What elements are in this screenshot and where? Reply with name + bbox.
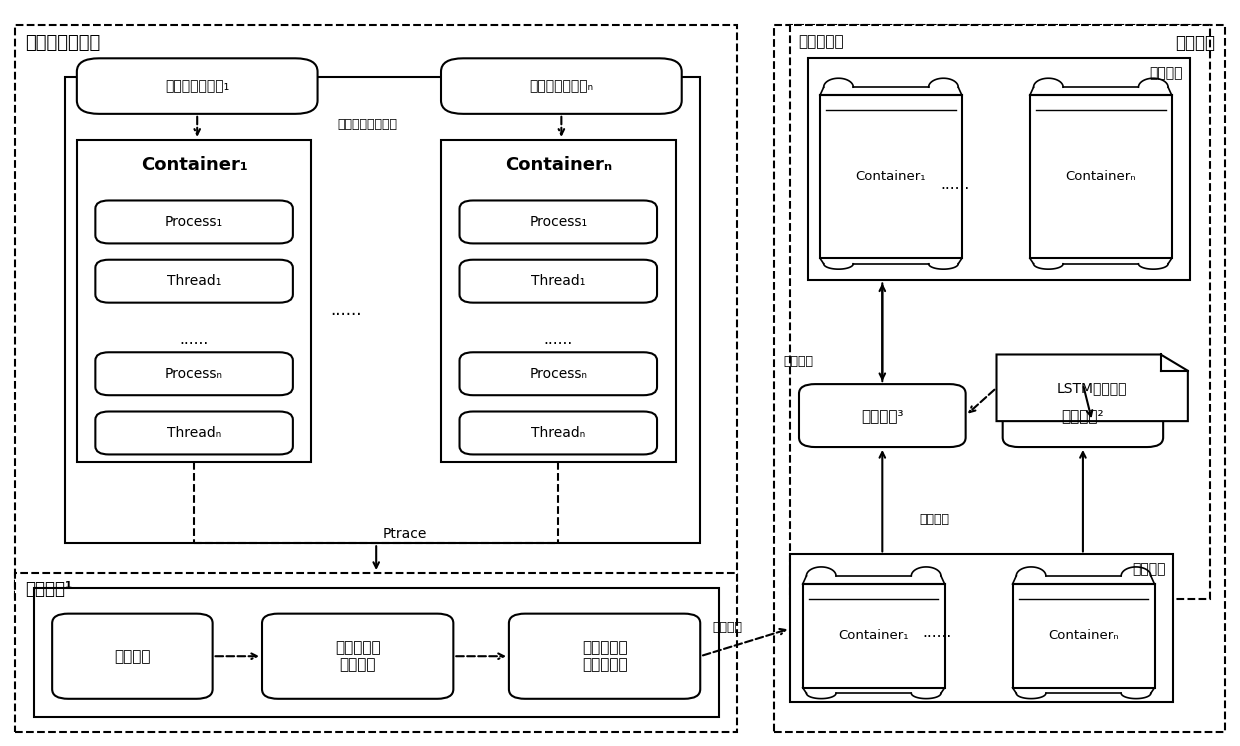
Text: 运行时载体进程₁: 运行时载体进程₁ bbox=[165, 79, 229, 93]
Bar bbox=[441, 140, 676, 462]
Text: ......: ...... bbox=[940, 177, 970, 192]
Text: Processₙ: Processₙ bbox=[165, 367, 223, 380]
Text: ......: ...... bbox=[923, 624, 952, 639]
Text: 数据采集¹: 数据采集¹ bbox=[25, 580, 72, 598]
Bar bbox=[1013, 584, 1154, 688]
Text: Process₁: Process₁ bbox=[529, 215, 588, 229]
Bar bbox=[807, 58, 1190, 280]
Bar bbox=[790, 554, 1173, 703]
Polygon shape bbox=[997, 354, 1188, 421]
FancyBboxPatch shape bbox=[52, 614, 212, 699]
Text: LSTM预测模型: LSTM预测模型 bbox=[1056, 380, 1127, 395]
Bar bbox=[15, 25, 738, 599]
Text: ......: ...... bbox=[180, 332, 208, 347]
Text: 运行时载体进程ₙ: 运行时载体进程ₙ bbox=[529, 79, 594, 93]
Text: Processₙ: Processₙ bbox=[529, 367, 588, 380]
Bar bbox=[802, 584, 945, 688]
FancyBboxPatch shape bbox=[262, 614, 454, 699]
Text: 检测日志: 检测日志 bbox=[1149, 66, 1183, 80]
Text: ......: ...... bbox=[543, 332, 573, 347]
Text: Containerₙ: Containerₙ bbox=[1065, 170, 1136, 184]
Bar bbox=[820, 95, 962, 258]
Text: 主机用户层: 主机用户层 bbox=[797, 34, 843, 49]
Text: Process₁: Process₁ bbox=[165, 215, 223, 229]
Text: Containerₙ: Containerₙ bbox=[1048, 630, 1118, 642]
FancyBboxPatch shape bbox=[1003, 384, 1163, 447]
Text: 进程和线程
信息获取: 进程和线程 信息获取 bbox=[335, 640, 381, 672]
Text: 数据建模²: 数据建模² bbox=[1061, 408, 1105, 423]
Bar bbox=[64, 77, 701, 543]
Text: Containerₙ: Containerₙ bbox=[505, 156, 611, 174]
Bar bbox=[33, 588, 719, 718]
Bar bbox=[774, 25, 1225, 732]
Text: Container₁: Container₁ bbox=[838, 630, 909, 642]
FancyBboxPatch shape bbox=[77, 58, 317, 114]
Text: Thread₁: Thread₁ bbox=[167, 275, 221, 288]
FancyBboxPatch shape bbox=[95, 201, 293, 243]
FancyBboxPatch shape bbox=[460, 412, 657, 454]
Text: ......: ...... bbox=[330, 301, 362, 319]
FancyBboxPatch shape bbox=[95, 412, 293, 454]
FancyBboxPatch shape bbox=[441, 58, 682, 114]
Text: Ptrace: Ptrace bbox=[383, 527, 428, 542]
Bar bbox=[1030, 95, 1172, 258]
Text: Container₁: Container₁ bbox=[141, 156, 248, 174]
FancyBboxPatch shape bbox=[460, 201, 657, 243]
FancyBboxPatch shape bbox=[95, 352, 293, 395]
Text: 采集系统调
用序列数据: 采集系统调 用序列数据 bbox=[582, 640, 627, 672]
Text: 异常检测³: 异常检测³ bbox=[861, 408, 904, 423]
Bar bbox=[77, 140, 311, 462]
Text: 检测系统: 检测系统 bbox=[1176, 34, 1215, 52]
Bar bbox=[790, 25, 1210, 599]
Text: 云平台计算节点: 云平台计算节点 bbox=[25, 34, 100, 52]
Text: 数据日志: 数据日志 bbox=[1132, 562, 1166, 576]
FancyBboxPatch shape bbox=[799, 384, 966, 447]
Text: 指定容器: 指定容器 bbox=[114, 649, 150, 664]
Text: 存入日志: 存入日志 bbox=[784, 355, 813, 369]
FancyBboxPatch shape bbox=[460, 260, 657, 303]
Bar bbox=[15, 573, 738, 732]
FancyBboxPatch shape bbox=[95, 260, 293, 303]
Text: 存入日志: 存入日志 bbox=[713, 621, 743, 633]
Text: 管理容器生命周期: 管理容器生命周期 bbox=[337, 119, 397, 131]
Text: Thread₁: Thread₁ bbox=[531, 275, 585, 288]
FancyBboxPatch shape bbox=[508, 614, 701, 699]
Text: Container₁: Container₁ bbox=[856, 170, 926, 184]
Text: 读取日志: 读取日志 bbox=[920, 513, 950, 526]
FancyBboxPatch shape bbox=[460, 352, 657, 395]
Text: Threadₙ: Threadₙ bbox=[167, 426, 221, 440]
Text: Threadₙ: Threadₙ bbox=[531, 426, 585, 440]
